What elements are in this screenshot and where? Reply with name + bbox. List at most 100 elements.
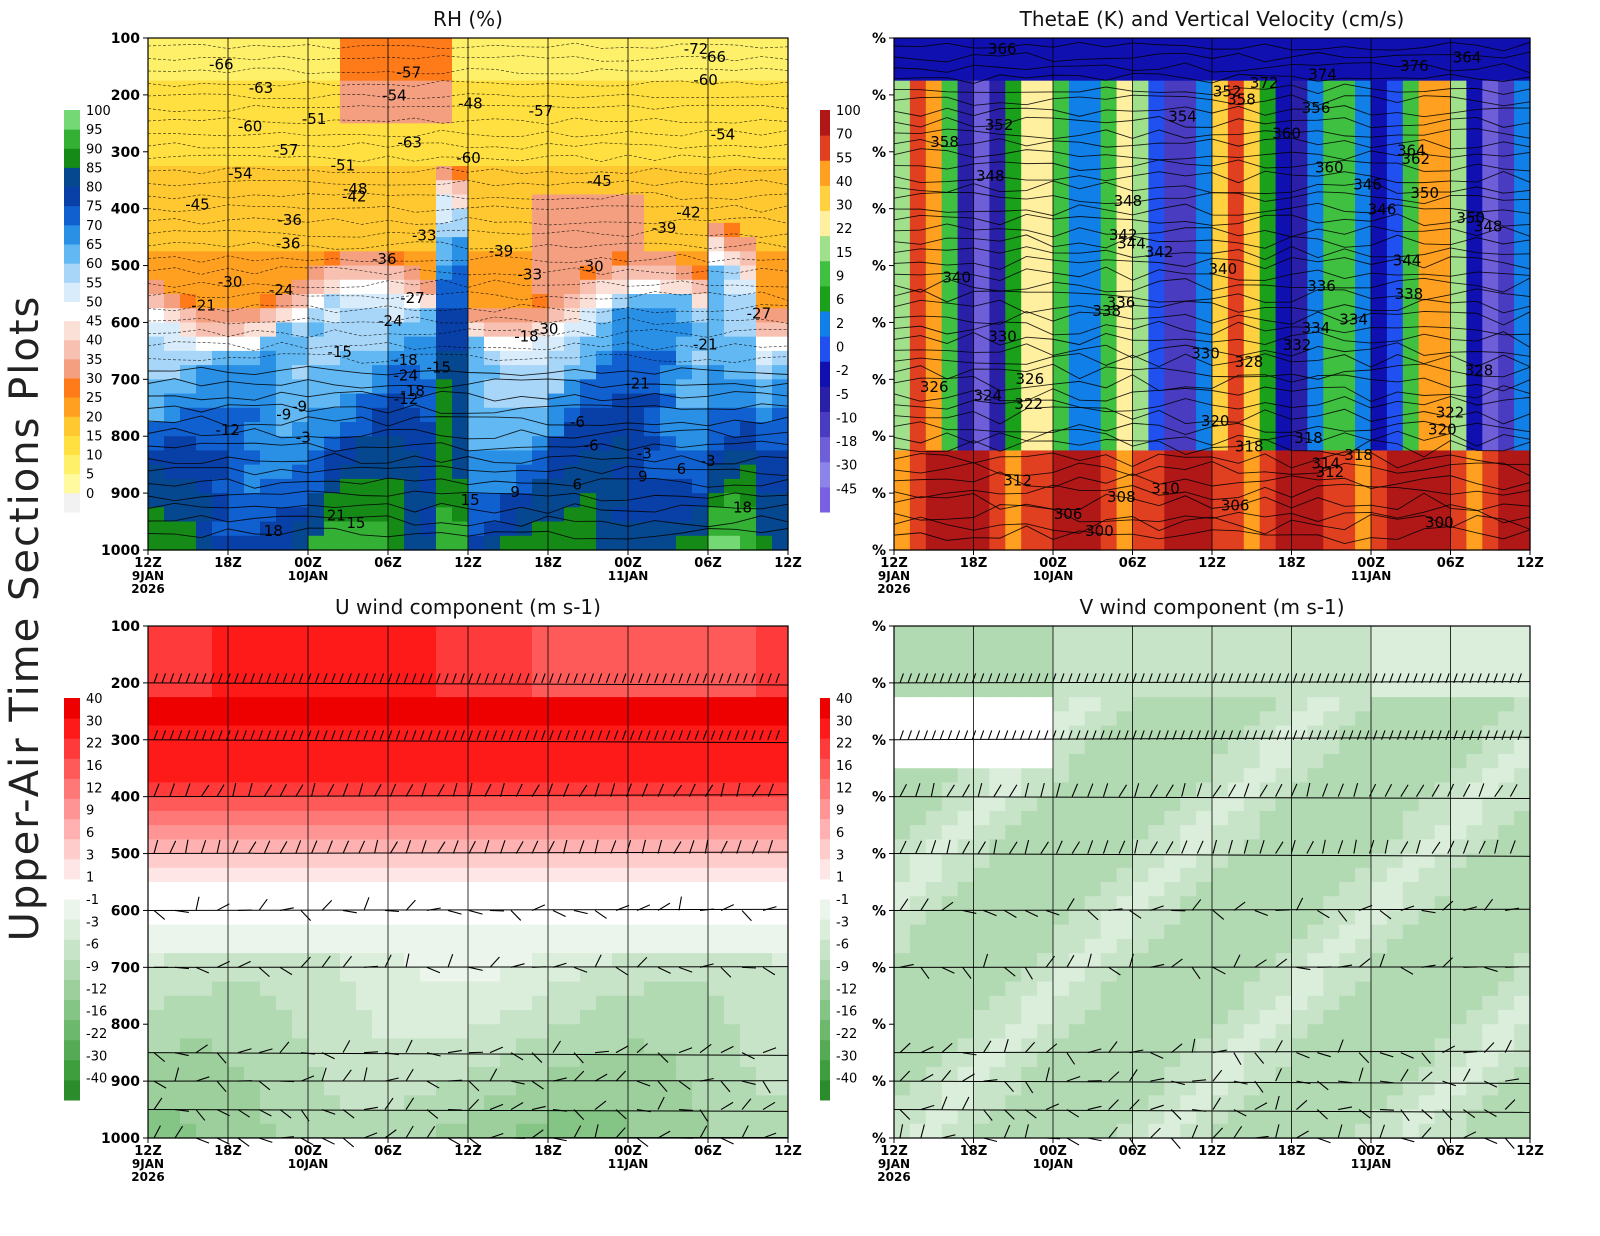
- contour-label: 306: [1054, 505, 1083, 523]
- contour-label: 318: [1235, 437, 1264, 455]
- x-tick-label: 12Z: [774, 556, 802, 571]
- contour-label: 350: [1456, 209, 1485, 227]
- colorbar-label: -12: [836, 982, 857, 997]
- y-tick-label: 100: [111, 31, 140, 47]
- y-tick-label: %: [872, 145, 886, 161]
- contour-label: 326: [1015, 370, 1044, 388]
- x-tick-label: 06Z: [1119, 1144, 1147, 1159]
- contour-label: 318: [1294, 429, 1323, 447]
- colorbar-label: 6: [836, 293, 844, 308]
- y-axis: 100 200 300 400 500 600 700 800 900 1000: [101, 619, 148, 1147]
- colorbar-label: 40: [86, 334, 103, 349]
- colorbar-label: -9: [86, 960, 99, 975]
- x-tick-label: 06Z: [374, 1144, 402, 1159]
- contour-label: 374: [1308, 65, 1337, 83]
- contour-label: 342: [1145, 243, 1174, 261]
- colorbar-label: 45: [86, 315, 103, 330]
- y-tick-label: 600: [111, 903, 140, 919]
- contour-label: 346: [1353, 175, 1382, 193]
- y-tick-label: %: [872, 1131, 886, 1147]
- contour-label: -36: [277, 211, 302, 229]
- y-axis: %%%%%%%%%%: [872, 31, 894, 559]
- contour-label: 354: [1168, 108, 1197, 126]
- contour-label: -66: [209, 56, 234, 74]
- colorbar-label: -9: [836, 960, 849, 975]
- x-tick-label: 12Z: [880, 1144, 908, 1159]
- colorbar-label: -22: [836, 1027, 857, 1042]
- x-axis: 12Z 18Z 00Z 06Z 12Z 18Z 00Z 06Z 12Z9JAN202610JAN…: [877, 1138, 1544, 1184]
- contour-label: -57: [274, 141, 299, 159]
- contour-label: -48: [458, 94, 483, 112]
- field-shading: [148, 626, 789, 1139]
- contour-label: 318: [1344, 446, 1373, 464]
- contour-label: -42: [342, 188, 367, 206]
- contour-label: 6: [677, 460, 687, 478]
- contour-label: -36: [276, 234, 301, 252]
- y-tick-label: 800: [111, 1017, 140, 1033]
- contour-label: -57: [397, 63, 422, 81]
- colorbar-label: 22: [836, 222, 853, 237]
- contour-label: -18: [400, 382, 425, 400]
- rh-panel: RH (%)-72-66-66 -57 -60-63 -54 -48 -57-51-60-…: [64, 7, 802, 596]
- colorbar-label: 70: [836, 128, 853, 143]
- colorbar-label: 65: [86, 238, 103, 253]
- y-tick-label: 500: [111, 847, 140, 863]
- y-tick-label: %: [872, 372, 886, 388]
- contour-label: 324: [973, 387, 1002, 405]
- colorbar-label: -6: [836, 938, 849, 953]
- y-axis: 100 200 300 400 500 600 700 800 900 1000: [101, 31, 148, 559]
- contour-label: 372: [1250, 74, 1279, 92]
- colorbar-label: -30: [836, 1049, 857, 1064]
- contour-label: 340: [942, 268, 971, 286]
- contour-label: 320: [1201, 412, 1230, 430]
- y-tick-label: 600: [111, 315, 140, 331]
- contour-label: 338: [1092, 302, 1121, 320]
- colorbar-label: 30: [836, 199, 853, 214]
- contour-label: 336: [1307, 277, 1336, 295]
- contour-label: -6: [570, 413, 585, 431]
- colorbar-label: -16: [86, 1005, 107, 1020]
- contour-label: -15: [427, 359, 452, 377]
- contour-label: -39: [652, 219, 677, 237]
- contour-label: 344: [1393, 251, 1422, 269]
- colorbar-label: 30: [86, 714, 103, 729]
- colorbar-label: 0: [86, 487, 94, 502]
- colorbar-label: 40: [86, 692, 103, 707]
- contour-label: -66: [702, 48, 727, 66]
- x-tick-label: 12Z: [1516, 1144, 1544, 1159]
- x-tick-label: 18Z: [214, 1144, 242, 1159]
- colorbar-label: -12: [86, 982, 107, 997]
- contour-label: 358: [1227, 91, 1256, 109]
- contour-label: 360: [1272, 125, 1301, 143]
- y-tick-label: %: [872, 31, 886, 47]
- colorbar: -45 -30 -18 -10 -5 -2 0 2 6 9 15 22 30 40 55 70 100: [820, 104, 861, 513]
- contour-label: -33: [412, 227, 437, 245]
- colorbar-label: 1: [86, 871, 94, 886]
- y-tick-label: 800: [111, 429, 140, 445]
- contour-label: 348: [1474, 218, 1503, 236]
- date-label: 2026: [877, 582, 910, 596]
- y-tick-label: %: [872, 903, 886, 919]
- colorbar-label: -1: [836, 893, 849, 908]
- y-tick-label: 1000: [101, 543, 140, 559]
- contour-label: 344: [1117, 234, 1146, 252]
- colorbar-label: 9: [836, 270, 844, 285]
- y-tick-label: %: [872, 259, 886, 275]
- colorbar-label: -5: [836, 388, 849, 403]
- x-tick-label: 06Z: [374, 556, 402, 571]
- colorbar-label: 55: [86, 276, 103, 291]
- y-axis: %%%%%%%%%%: [872, 619, 894, 1147]
- contour-label: 322: [1436, 404, 1465, 422]
- panel-title: V wind component (m s-1): [1080, 595, 1345, 619]
- contour-label: 9: [638, 468, 648, 486]
- contour-label: 21: [327, 506, 346, 524]
- colorbar-label: 20: [86, 410, 103, 425]
- contour-label: 18: [733, 499, 752, 517]
- colorbar-label: 3: [836, 848, 844, 863]
- contour-label: -60: [456, 149, 481, 167]
- y-tick-label: %: [872, 733, 886, 749]
- contour-label: 314: [1311, 454, 1340, 472]
- contour-label: 9: [510, 483, 520, 501]
- contour-label: 364: [1453, 48, 1482, 66]
